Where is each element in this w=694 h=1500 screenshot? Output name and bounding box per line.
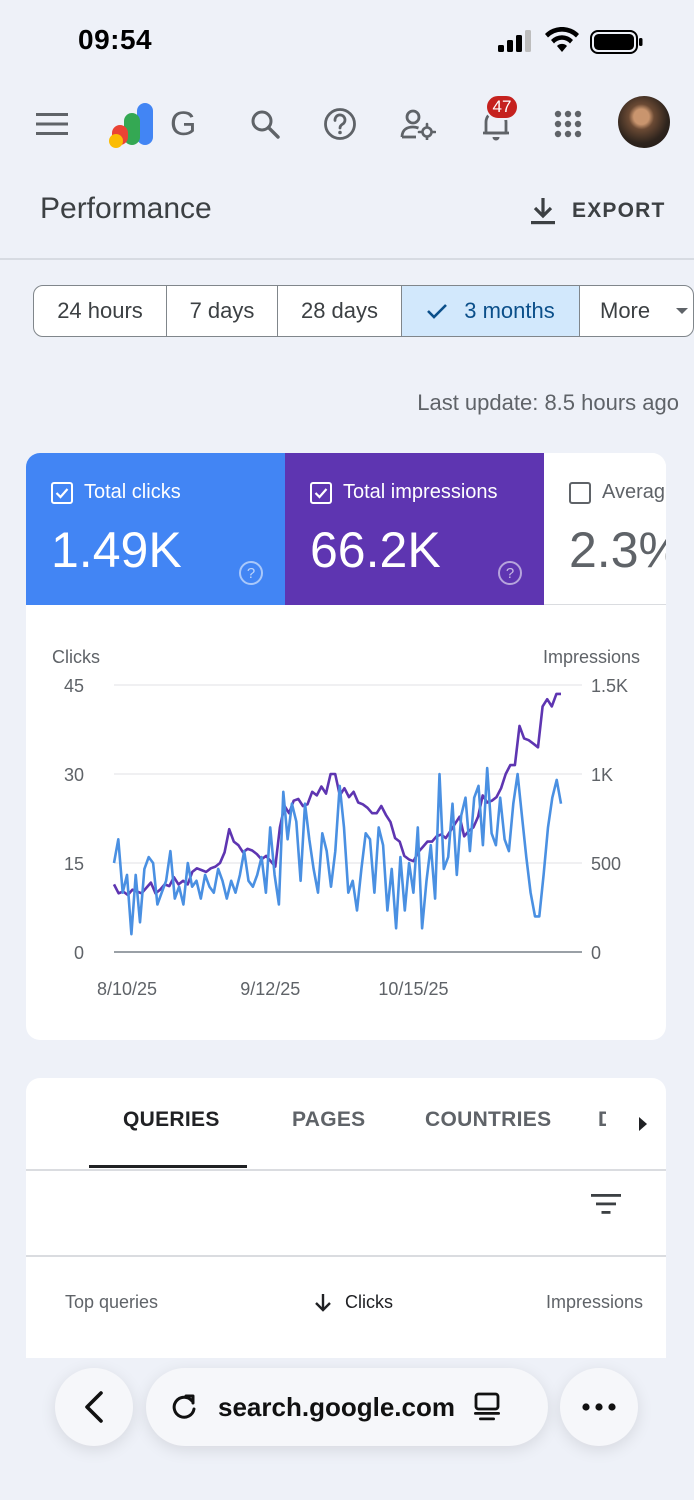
average-ctr-metric[interactable]: Averag 2.3%: [544, 453, 666, 605]
total-impressions-label: Total impressions: [310, 481, 498, 504]
wifi-icon: [545, 27, 579, 52]
total-impressions-value: 66.2K: [310, 522, 441, 578]
x-tick-label: 8/10/25: [97, 979, 157, 999]
chevron-left-icon: [85, 1391, 103, 1423]
dropdown-arrow-icon: [676, 308, 689, 314]
tab-queries[interactable]: QUERIES: [123, 1108, 220, 1131]
performance-card: Total clicks 1.49K ? Total impressions 6…: [26, 453, 666, 1040]
checkbox-checked-icon[interactable]: [51, 481, 73, 504]
right-tick-label: 500: [591, 854, 621, 874]
average-ctr-label: Averag: [569, 481, 665, 504]
left-axis-label: Clicks: [52, 647, 100, 667]
google-icon: G: [170, 86, 210, 162]
series-line-clicks: [112, 766, 563, 936]
date-range-selector: 24 hours 7 days 28 days 3 months More: [33, 285, 694, 337]
apps-grid-icon[interactable]: [546, 86, 590, 162]
left-tick-label: 15: [64, 854, 84, 874]
left-tick-label: 0: [74, 943, 84, 963]
notification-count-badge: 47: [485, 94, 519, 120]
admin-settings-icon[interactable]: [396, 86, 440, 162]
left-tick-label: 30: [64, 765, 84, 785]
browser-back-button[interactable]: [55, 1368, 133, 1446]
range-7-days[interactable]: 7 days: [167, 286, 278, 336]
help-icon[interactable]: [318, 86, 362, 162]
export-label: EXPORT: [572, 199, 666, 222]
tabs-scroll-right-icon[interactable]: [637, 1116, 649, 1132]
range-3-months[interactable]: 3 months: [402, 286, 580, 336]
range-label: More: [600, 298, 651, 323]
total-clicks-metric[interactable]: Total clicks 1.49K ?: [26, 453, 285, 605]
total-clicks-value: 1.49K: [51, 522, 182, 578]
range-label: 7 days: [189, 298, 255, 323]
avatar[interactable]: [618, 96, 670, 148]
tab-devices[interactable]: D: [598, 1108, 606, 1131]
right-tick-label: 1.5K: [591, 676, 628, 696]
header-divider: [0, 258, 694, 260]
battery-icon: [590, 30, 643, 54]
check-icon: [427, 304, 448, 319]
column-header-impressions[interactable]: Impressions: [545, 1292, 643, 1312]
range-28-days[interactable]: 28 days: [278, 286, 402, 336]
range-label: 24 hours: [57, 298, 143, 323]
status-bar: 09:54: [0, 0, 694, 80]
browser-url: search.google.com: [218, 1391, 455, 1422]
search-console-logo[interactable]: [104, 86, 160, 162]
right-tick-label: 0: [591, 943, 601, 963]
page-title: Performance: [40, 192, 212, 225]
report-tabs-card: QUERIES PAGES COUNTRIES D Top queries Cl…: [26, 1078, 666, 1358]
right-axis-label: Impressions: [543, 647, 640, 667]
metric-label-text: Total impressions: [343, 481, 498, 503]
range-label: 3 months: [464, 298, 555, 323]
help-icon[interactable]: ?: [239, 561, 263, 585]
checkbox-checked-icon[interactable]: [310, 481, 332, 504]
app-bar: G: [0, 86, 694, 162]
help-icon[interactable]: ?: [498, 561, 522, 585]
tabs-divider: [26, 1169, 666, 1171]
status-time: 09:54: [78, 24, 153, 55]
menu-icon[interactable]: [28, 86, 76, 162]
browser-more-button[interactable]: [560, 1368, 638, 1446]
browser-address-bar[interactable]: search.google.com: [146, 1368, 548, 1446]
range-label: 28 days: [300, 298, 379, 323]
reload-icon[interactable]: [170, 1393, 198, 1421]
more-horizontal-icon: [582, 1403, 616, 1411]
x-tick-label: 9/12/25: [240, 979, 300, 999]
export-button[interactable]: EXPORT: [530, 196, 666, 226]
performance-chart: Clicks Impressions 45 1.5K 30 1K 15 500 0 0 8/10…: [52, 647, 640, 999]
left-tick-label: 45: [64, 676, 84, 696]
filter-divider: [26, 1255, 666, 1257]
reader-mode-icon[interactable]: [473, 1392, 501, 1422]
average-ctr-value: 2.3%: [569, 522, 666, 578]
x-tick-label: 10/15/25: [378, 979, 448, 999]
search-icon[interactable]: [243, 86, 287, 162]
checkbox-unchecked-icon[interactable]: [569, 481, 591, 504]
range-24-hours[interactable]: 24 hours: [34, 286, 167, 336]
column-header-label: Clicks: [345, 1292, 393, 1312]
tab-pages[interactable]: PAGES: [292, 1108, 366, 1131]
metric-label-text: Averag: [602, 481, 666, 503]
cellular-signal-icon: [498, 30, 531, 52]
column-header-clicks[interactable]: Clicks: [314, 1292, 393, 1313]
download-icon: [531, 198, 555, 225]
total-impressions-metric[interactable]: Total impressions 66.2K ?: [285, 453, 544, 605]
active-tab-indicator: [89, 1165, 247, 1168]
right-tick-label: 1K: [591, 765, 613, 785]
series-line-impressions: [112, 692, 561, 897]
range-more-dropdown[interactable]: More: [580, 286, 693, 336]
metric-label-text: Total clicks: [84, 481, 181, 503]
tab-countries[interactable]: COUNTRIES: [425, 1108, 552, 1131]
total-clicks-label: Total clicks: [51, 481, 181, 504]
column-header-top-queries[interactable]: Top queries: [65, 1292, 159, 1312]
sort-descending-icon: [315, 1293, 331, 1312]
last-update-text: Last update: 8.5 hours ago: [417, 390, 679, 415]
filter-icon[interactable]: [591, 1193, 621, 1215]
google-letter: G: [170, 104, 197, 143]
